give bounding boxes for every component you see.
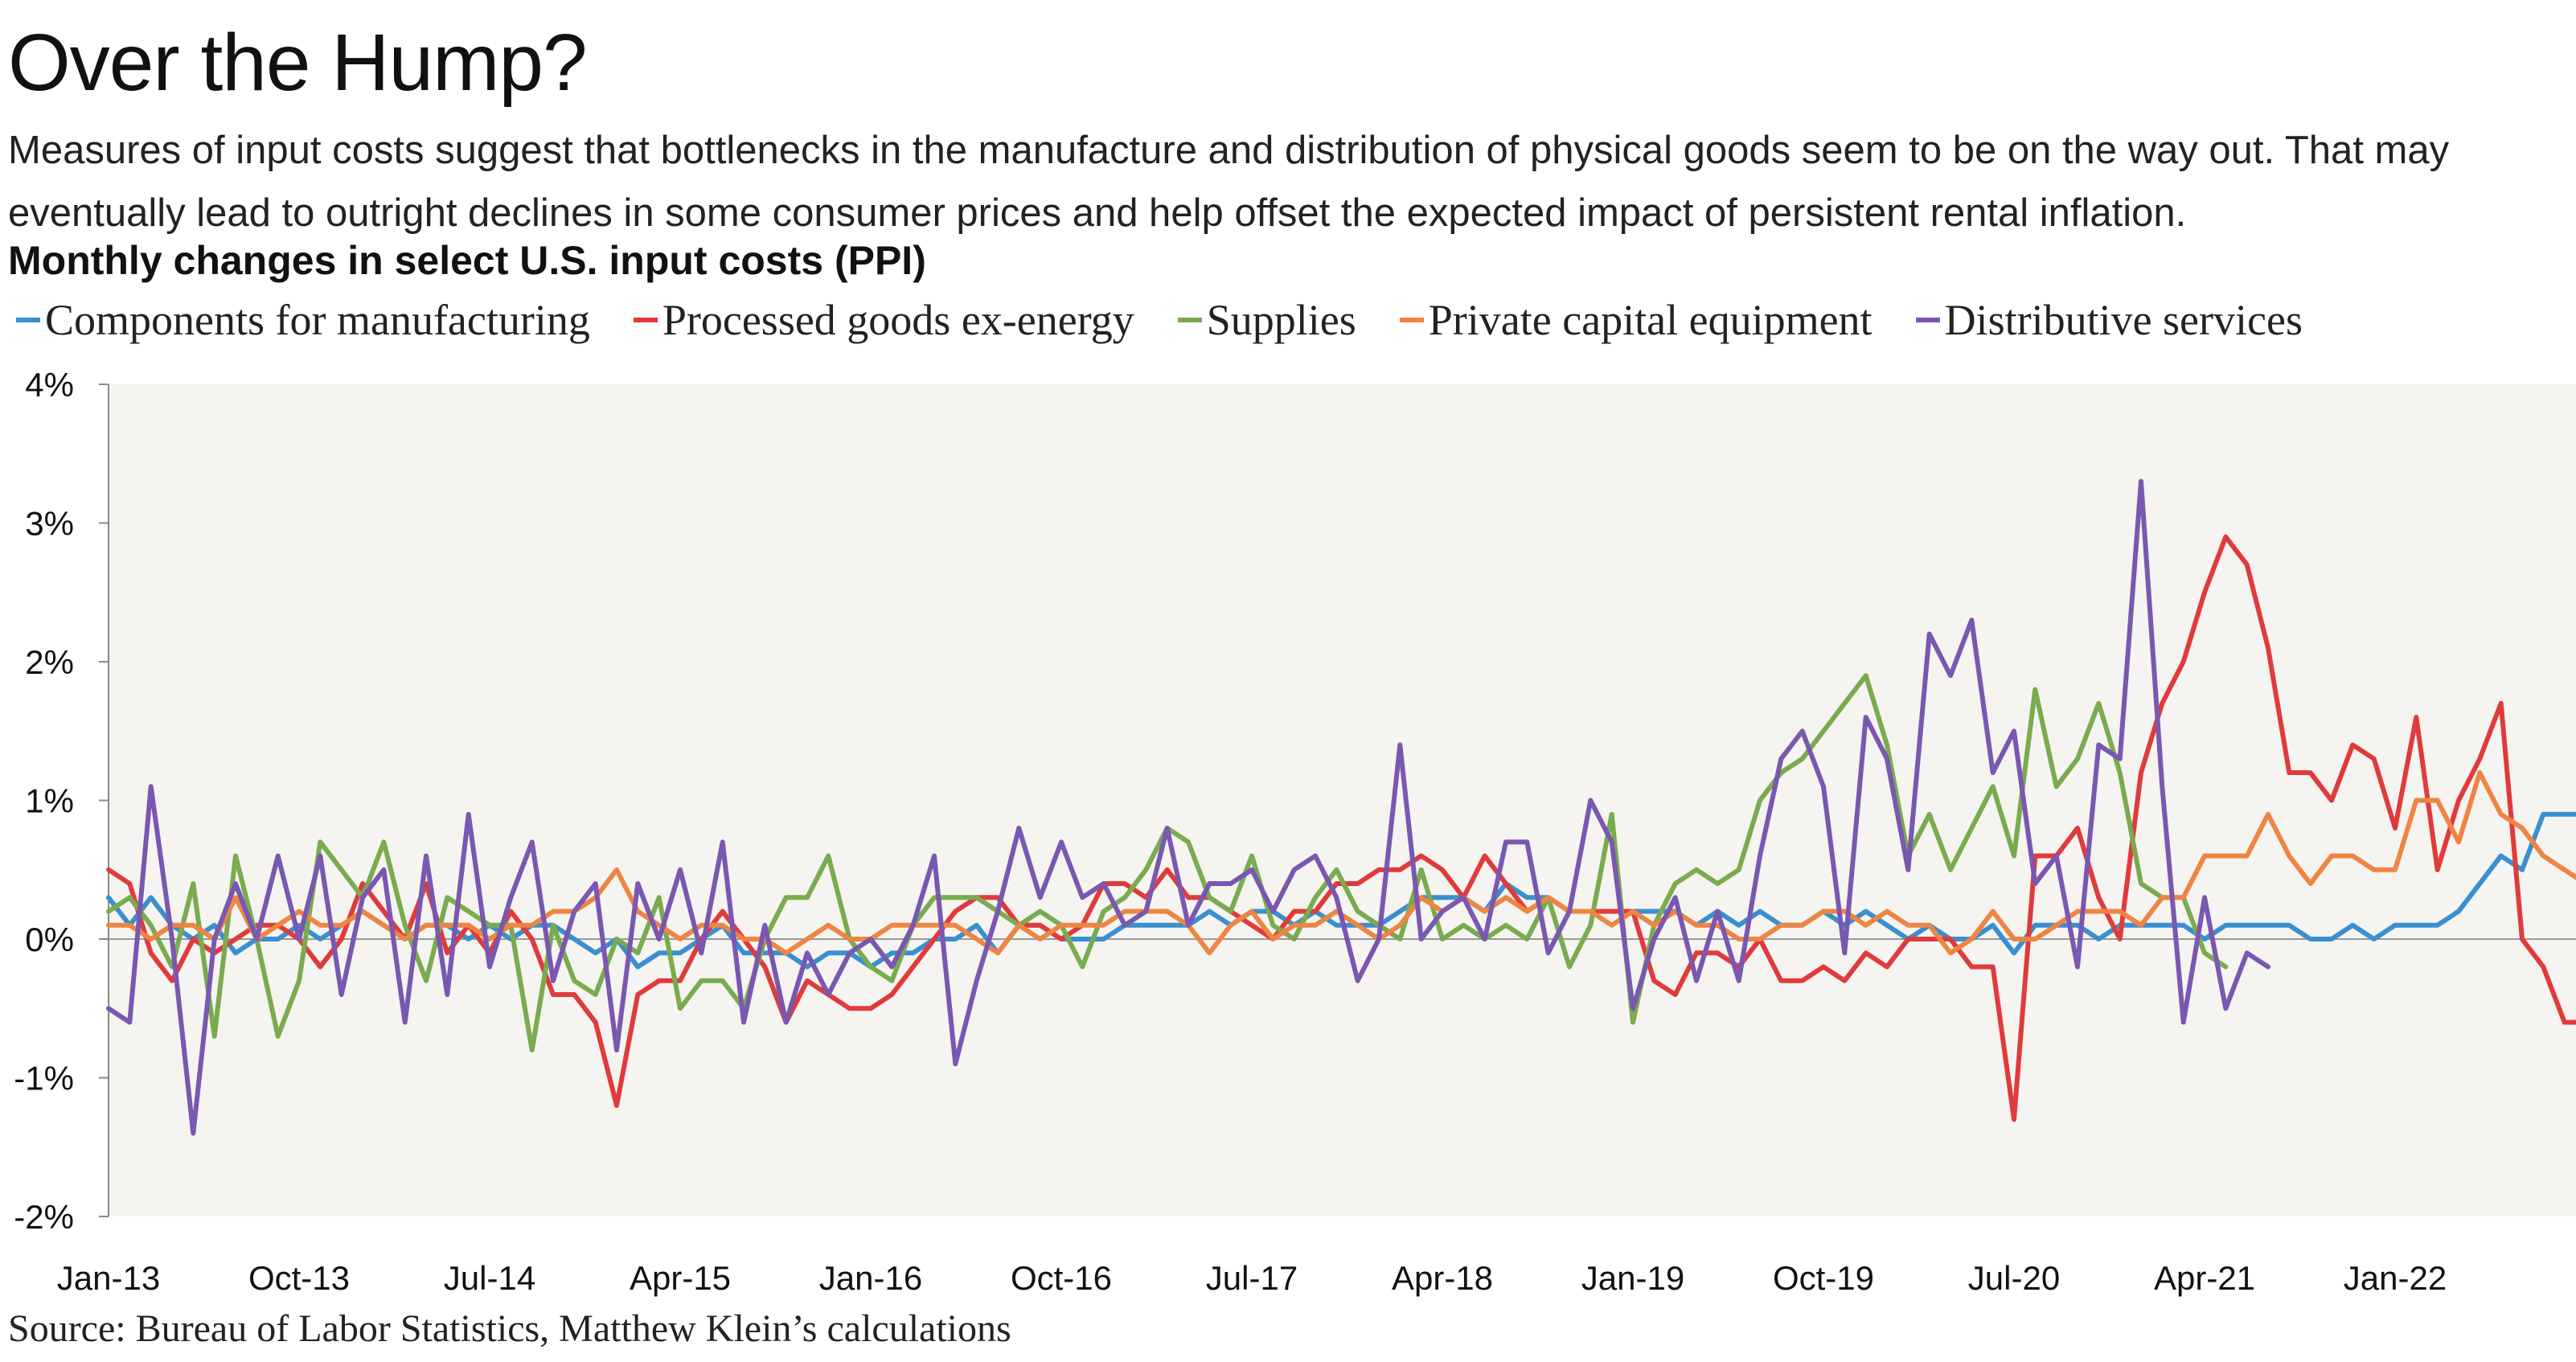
x-tick-label: Jul-14: [444, 1259, 535, 1297]
x-tick-label: Apr-18: [1392, 1259, 1493, 1297]
legend-item-processed: Processed goods ex-energy: [633, 295, 1134, 345]
legend-item-components: Components for manufacturing: [16, 295, 590, 345]
x-tick-label: Oct-16: [1011, 1259, 1112, 1297]
y-tick-label: 2%: [25, 643, 74, 681]
x-tick-label: Jan-22: [2344, 1259, 2447, 1297]
page-subtitle: Measures of input costs suggest that bot…: [8, 129, 2450, 235]
y-tick-label: 3%: [25, 505, 74, 543]
page-title: Over the Hump?: [8, 18, 588, 108]
legend-swatch-supplies: [1177, 318, 1202, 322]
x-tick-label: Jan-13: [57, 1259, 160, 1297]
x-tick-label: Apr-21: [2154, 1259, 2255, 1297]
x-tick-label: Oct-19: [1773, 1259, 1874, 1297]
legend-label-capital: Private capital equipment: [1428, 296, 1873, 344]
source-note: Source: Bureau of Labor Statistics, Matt…: [8, 1307, 1011, 1350]
y-tick-label: 1%: [25, 782, 74, 820]
legend-item-distributive: Distributive services: [1915, 295, 2303, 345]
x-tick-label: Jul-20: [1968, 1259, 2060, 1297]
legend-label-supplies: Supplies: [1206, 296, 1356, 344]
x-tick-label: Apr-15: [630, 1259, 731, 1297]
x-tick-label: Jan-19: [1581, 1259, 1684, 1297]
legend-swatch-capital: [1399, 318, 1424, 322]
legend-swatch-processed: [633, 318, 658, 322]
chart-title: Monthly changes in select U.S. input cos…: [8, 238, 926, 283]
legend-swatch-distributive: [1915, 318, 1940, 322]
y-tick-label: 4%: [25, 366, 74, 404]
plot-background: [109, 384, 2576, 1216]
legend-item-capital: Private capital equipment: [1399, 295, 1873, 345]
x-tick-label: Jul-17: [1206, 1259, 1298, 1297]
legend-label-components: Components for manufacturing: [45, 296, 590, 344]
legend-swatch-components: [16, 318, 40, 322]
series-line-capital: [106, 770, 2576, 956]
y-tick-label: -2%: [14, 1198, 74, 1236]
series-line-processed: [106, 534, 2576, 1122]
chart-legend: Components for manufacturing Processed g…: [16, 288, 2346, 352]
legend-label-processed: Processed goods ex-energy: [662, 296, 1134, 344]
x-tick-label: Oct-13: [248, 1259, 350, 1297]
x-tick-label: Jan-16: [819, 1259, 922, 1297]
legend-item-supplies: Supplies: [1177, 295, 1356, 345]
series-line-distributive: [106, 478, 2270, 1136]
y-tick-label: -1%: [14, 1060, 74, 1097]
legend-label-distributive: Distributive services: [1944, 296, 2303, 344]
y-tick-label: 0%: [25, 921, 74, 958]
